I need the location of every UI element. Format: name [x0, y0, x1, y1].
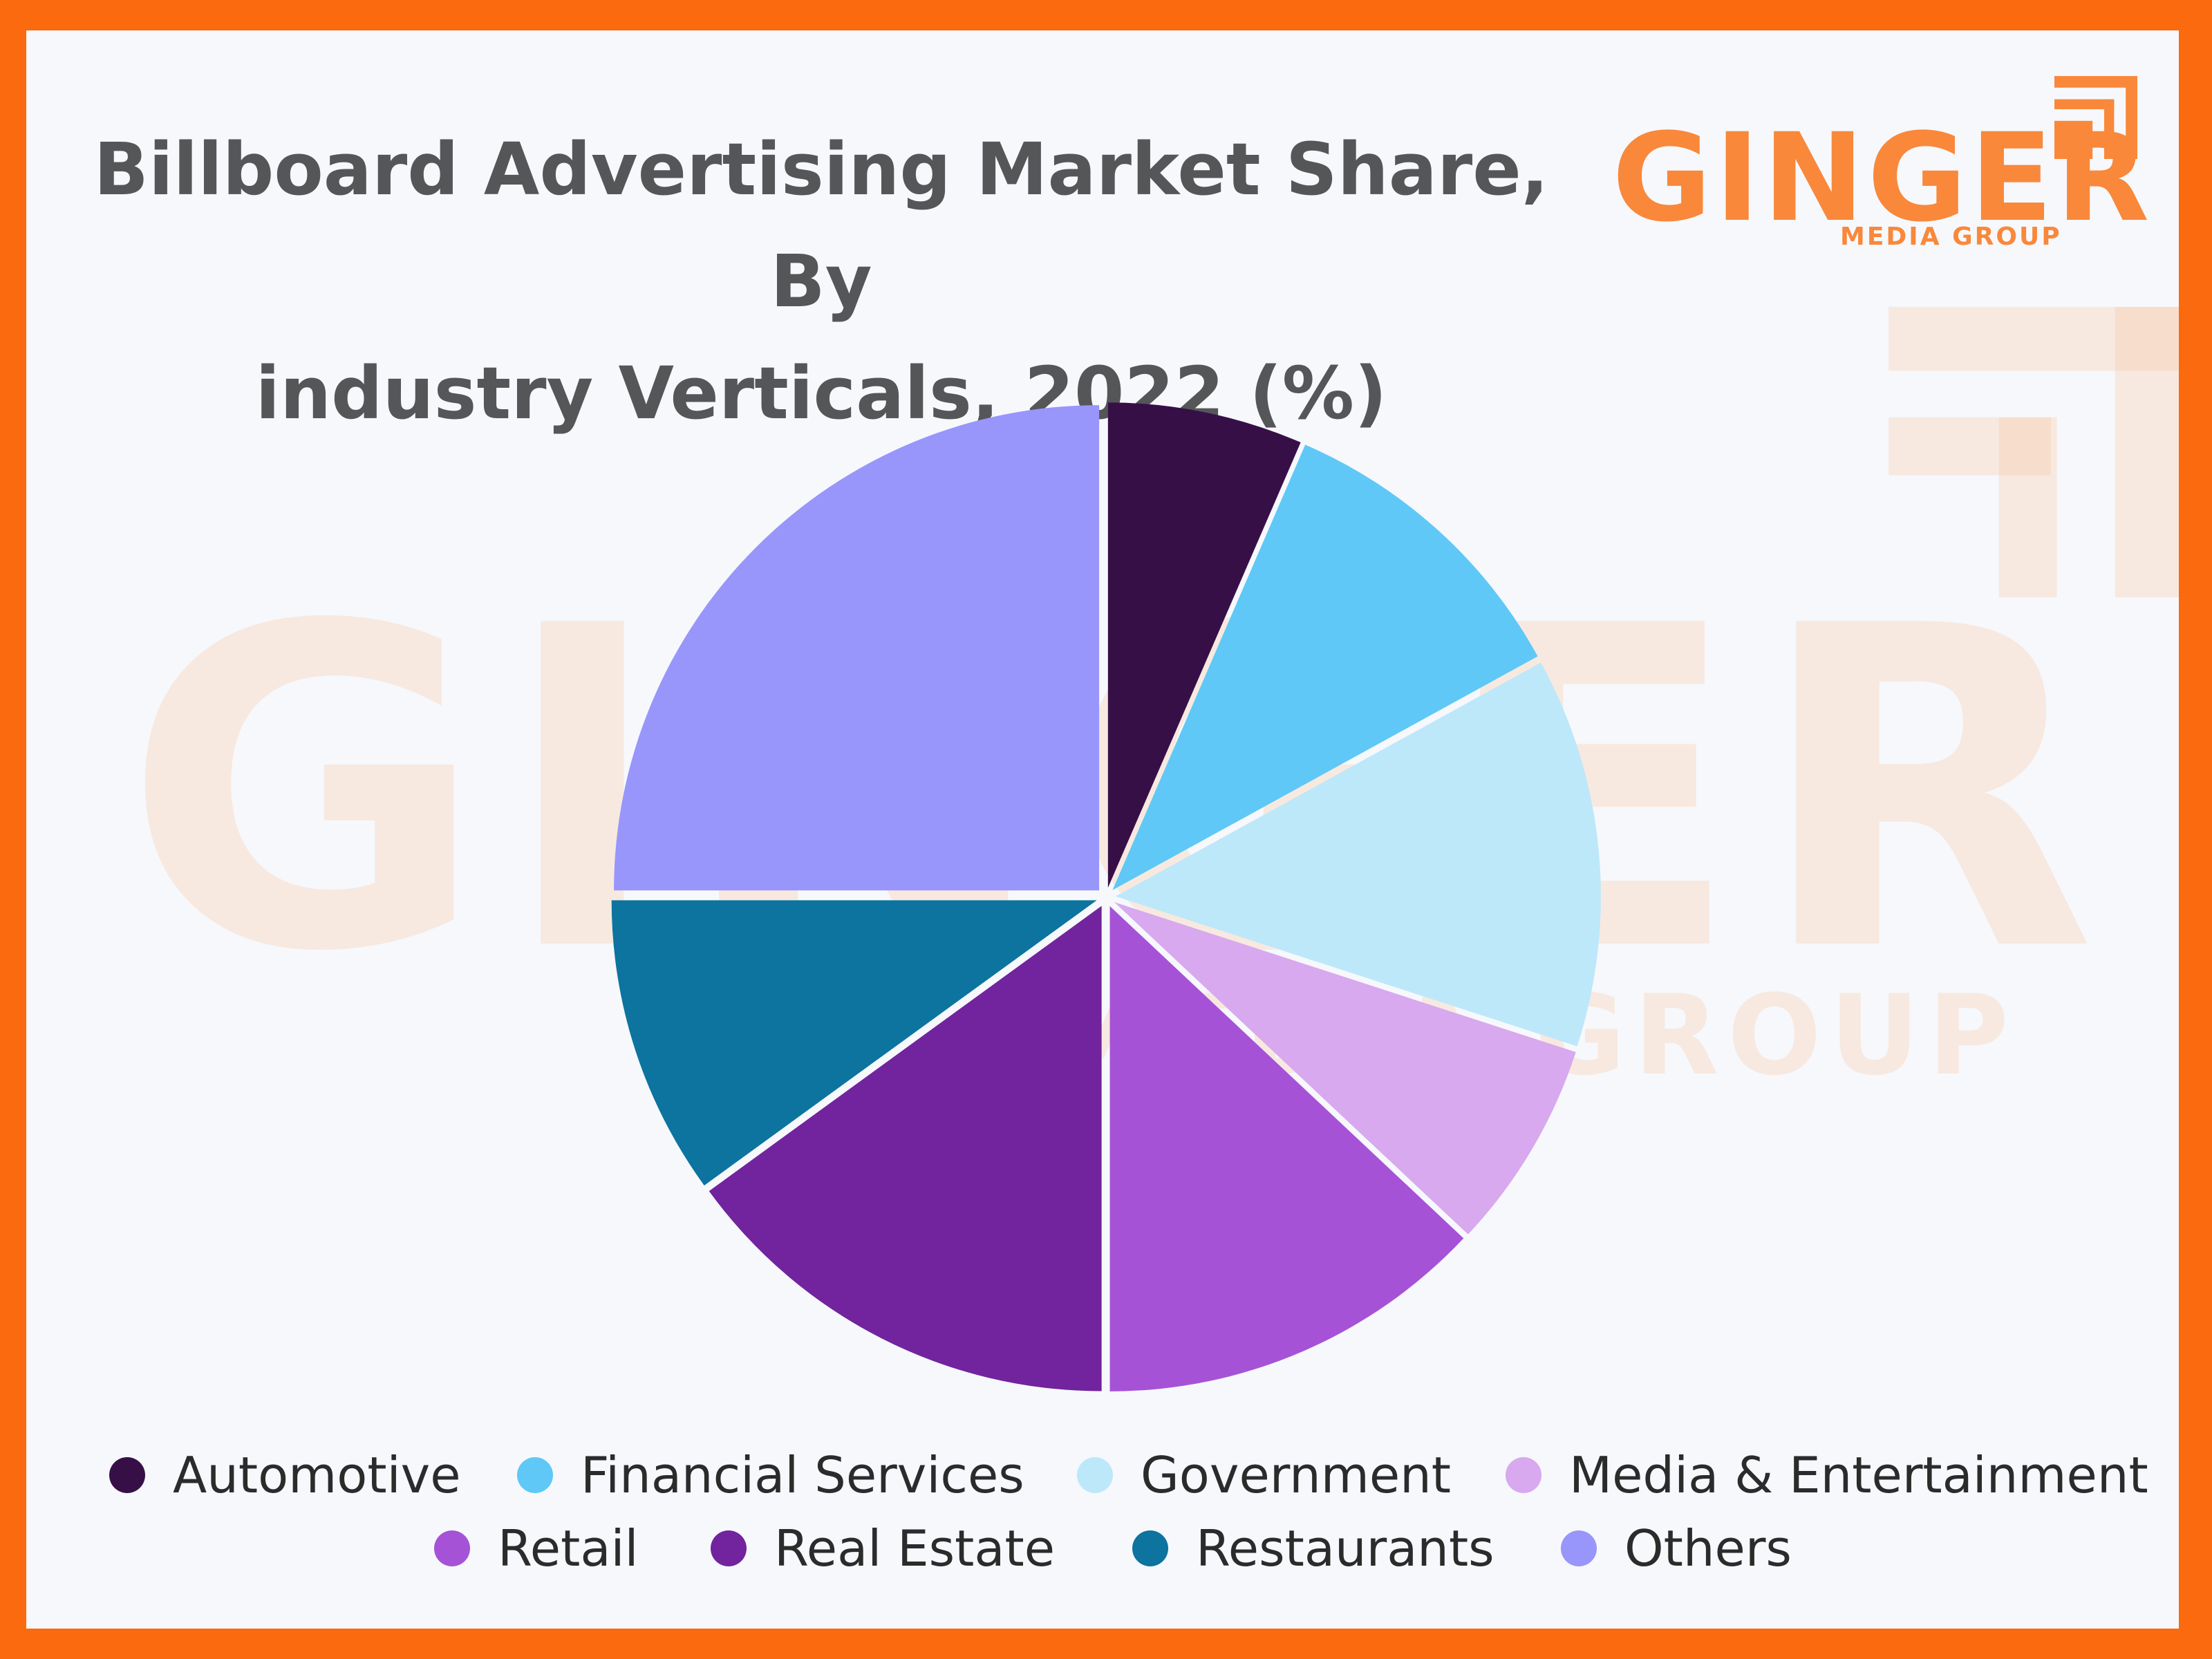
legend-dot-icon	[1077, 1457, 1113, 1493]
legend-row-2: Retail Real Estate Restaurants Others	[26, 1514, 2179, 1583]
legend-dot-icon	[711, 1530, 747, 1566]
legend-label: Restaurants	[1196, 1519, 1494, 1577]
legend-item-financial-services: Financial Services	[517, 1441, 1024, 1510]
pie-slice-restaurants	[611, 900, 1097, 1185]
legend-item-media-and-entertainment: Media & Entertainment	[1506, 1441, 2148, 1510]
legend-label: Real Estate	[774, 1519, 1055, 1577]
pie-slice-government	[1115, 662, 1601, 1047]
legend-dot-icon	[1561, 1530, 1597, 1566]
legend-label: Financial Services	[581, 1446, 1024, 1504]
pie-slice-real-estate	[709, 906, 1102, 1391]
legend-item-retail: Retail	[434, 1514, 638, 1583]
legend-dot-icon	[1132, 1530, 1168, 1566]
legend-item-automotive: Automotive	[109, 1441, 461, 1510]
logo-subtitle: MEDIA GROUP	[1840, 223, 2062, 251]
pie-slice-others	[614, 405, 1100, 891]
legend-dot-icon	[109, 1457, 145, 1493]
legend-label: Government	[1141, 1446, 1452, 1504]
pie-slice-financial-services	[1112, 444, 1538, 890]
logo-mark-icon	[2054, 76, 2137, 159]
legend-label: Others	[1624, 1519, 1792, 1577]
legend-row-1: Automotive Financial Services Government Me…	[26, 1441, 2179, 1510]
pie-slice-retail	[1109, 906, 1464, 1391]
legend-item-real-estate: Real Estate	[711, 1514, 1055, 1583]
chart-frame: GINGER MEDIA GROUP Billboard Advertising…	[26, 30, 2179, 1629]
chart-title-line-1: Billboard Advertising Market Share, By	[93, 127, 1549, 324]
legend-item-government: Government	[1077, 1441, 1451, 1510]
pie-slice-automotive	[1107, 402, 1301, 888]
legend-label: Automotive	[173, 1446, 461, 1504]
legend-label: Media & Entertainment	[1569, 1446, 2148, 1504]
legend-item-restaurants: Restaurants	[1132, 1514, 1494, 1583]
legend-dot-icon	[517, 1457, 553, 1493]
legend-dot-icon	[434, 1530, 470, 1566]
legend-label: Retail	[498, 1519, 639, 1577]
pie-chart	[611, 402, 1601, 1391]
legend-item-others: Others	[1561, 1514, 1792, 1583]
pie-slice-media-and-entertainment	[1114, 902, 1576, 1235]
legend-dot-icon	[1506, 1457, 1541, 1493]
ginger-logo: GINGER MEDIA GROUP	[1612, 44, 2149, 272]
